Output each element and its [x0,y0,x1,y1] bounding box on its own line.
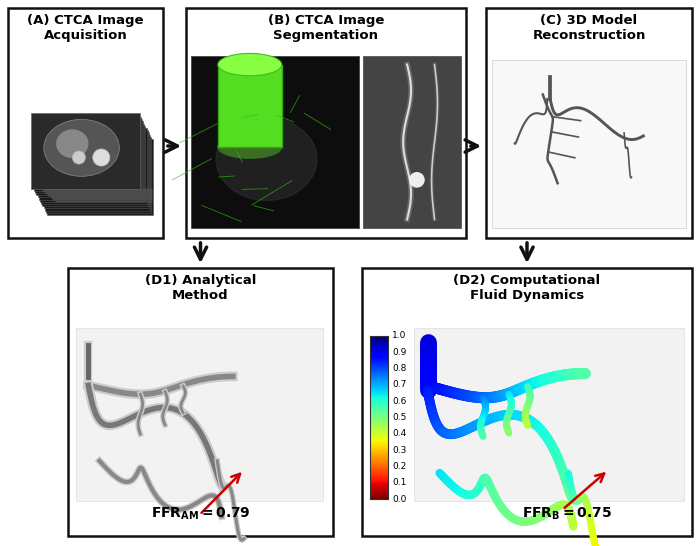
Text: 0.8: 0.8 [392,364,407,373]
Bar [362,268,692,536]
Bar [38,123,144,199]
Bar [363,56,461,228]
Bar [51,194,151,198]
Bar [486,8,692,238]
Text: (A) CTCA Image
Acquisition: (A) CTCA Image Acquisition [27,14,144,42]
Bar [56,199,151,201]
Circle shape [409,172,425,188]
Text: $\mathbf{FFR_{AM} = 0.79}$: $\mathbf{FFR_{AM} = 0.79}$ [150,506,251,522]
Bar [414,328,684,501]
Ellipse shape [56,129,88,158]
Text: 0.1: 0.1 [392,478,407,487]
Text: 0.7: 0.7 [392,381,407,389]
Circle shape [92,149,110,166]
Bar [8,8,163,238]
Ellipse shape [218,136,281,158]
Text: 0.3: 0.3 [392,446,407,455]
Bar [35,117,141,193]
Bar [38,121,143,197]
Text: 1.0: 1.0 [392,331,407,341]
Text: (C) 3D Model
Reconstruction: (C) 3D Model Reconstruction [532,14,645,42]
Bar [492,60,686,228]
Circle shape [72,151,85,164]
Text: 0.9: 0.9 [392,348,407,357]
Polygon shape [216,118,317,200]
Bar [36,119,142,195]
Bar [34,115,139,191]
Bar [43,133,149,209]
Text: (D2) Computational
Fluid Dynamics: (D2) Computational Fluid Dynamics [454,274,601,302]
Bar [45,135,150,211]
Text: $\mathbf{FFR_{B} = 0.75}$: $\mathbf{FFR_{B} = 0.75}$ [522,506,612,522]
Bar [46,137,151,213]
Bar [76,328,323,501]
Bar [48,193,151,195]
Text: (B) CTCA Image
Segmentation: (B) CTCA Image Segmentation [268,14,384,42]
Ellipse shape [43,120,120,176]
Bar [68,268,333,536]
Text: 0.2: 0.2 [392,462,406,471]
Text: 0.5: 0.5 [392,413,407,422]
Bar [53,197,151,199]
Text: 0.0: 0.0 [392,495,407,503]
Bar [43,188,151,192]
Ellipse shape [218,54,281,76]
Bar [218,64,281,147]
Bar [46,191,151,193]
Bar [47,139,153,215]
Bar [43,130,148,206]
Bar [186,8,466,238]
Bar [32,112,139,188]
Bar [40,126,146,202]
Bar [41,128,146,204]
Text: 0.6: 0.6 [392,397,407,406]
Text: 0.4: 0.4 [392,429,406,438]
Text: (D1) Analytical
Method: (D1) Analytical Method [145,274,256,302]
Bar [191,56,359,228]
